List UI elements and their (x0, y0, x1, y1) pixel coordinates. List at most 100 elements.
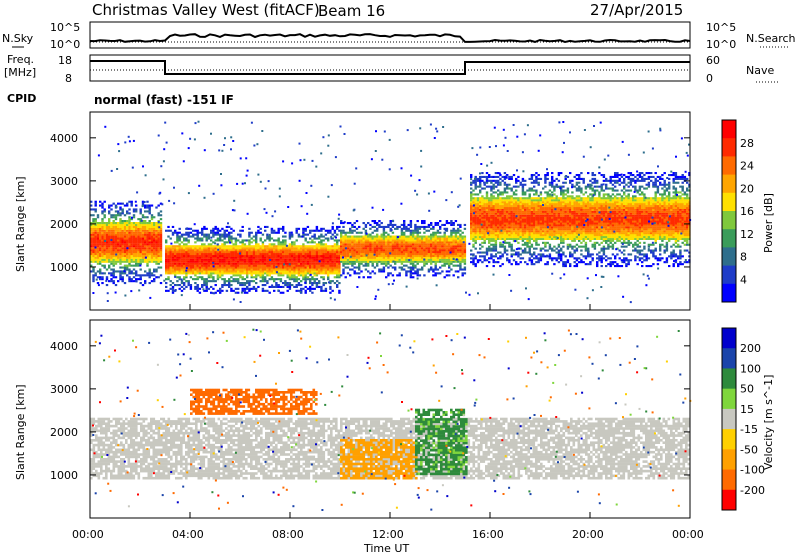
power-cell (380, 241, 383, 244)
power-cell (167, 247, 170, 250)
power-cell (528, 210, 531, 213)
power-cell (180, 280, 184, 283)
power-cell (126, 204, 129, 207)
power-cell (130, 229, 133, 232)
power-cell (521, 228, 525, 231)
power-cell (108, 227, 111, 230)
power-cell (327, 253, 330, 256)
power-cell (519, 222, 522, 225)
power-cell (212, 253, 215, 256)
power-cell (403, 220, 406, 223)
power-cell (141, 274, 145, 277)
power-cell (117, 254, 120, 257)
power-cell (324, 237, 328, 240)
power-cell (364, 245, 368, 248)
power-cell (257, 262, 260, 265)
power-cell (139, 253, 142, 256)
power-cell (205, 264, 208, 267)
power-cell (187, 270, 190, 273)
power-cell (389, 223, 392, 226)
power-cell (90, 233, 93, 236)
power-cell (132, 225, 136, 228)
power-cell (485, 172, 489, 175)
power-cell (421, 220, 424, 223)
power-cell (103, 214, 106, 217)
power-cell (119, 251, 122, 254)
power-cell (407, 237, 410, 240)
power-cell (216, 237, 220, 240)
power-cell (427, 229, 431, 232)
power-cell (351, 264, 354, 267)
power-cell (248, 241, 251, 244)
power-cell (385, 264, 388, 267)
power-cell (268, 268, 271, 271)
power-cell (313, 251, 316, 254)
power-cell (221, 274, 224, 277)
power-cell (530, 177, 534, 180)
power-cell (169, 264, 172, 267)
power-cell (279, 247, 283, 250)
power-cell (234, 247, 238, 250)
power-cell (185, 258, 188, 261)
power-cell (135, 264, 138, 267)
power-cell (210, 280, 213, 283)
power-cell (425, 253, 428, 256)
power-cell (485, 199, 489, 202)
power-cell (452, 237, 455, 240)
power-cell (201, 227, 204, 230)
power-cell (369, 258, 372, 261)
power-cell (485, 195, 489, 198)
power-cell (295, 262, 298, 265)
power-cell (216, 266, 220, 269)
power-cell (148, 251, 151, 254)
power-cell (450, 256, 453, 259)
power-cell (185, 251, 188, 254)
power-cell (105, 276, 109, 279)
power-cell (150, 204, 154, 207)
power-cell (291, 272, 294, 275)
power-cell (318, 264, 321, 267)
power-cell (474, 226, 477, 229)
power-cell (530, 208, 534, 211)
power-cell (430, 235, 433, 238)
power-cell (358, 247, 361, 250)
power-cell (176, 241, 179, 244)
power-cell (183, 287, 186, 290)
power-cell (492, 236, 495, 239)
power-cell (110, 251, 113, 254)
power-cell (528, 224, 531, 227)
power-cell (225, 225, 229, 228)
power-cell (174, 229, 177, 232)
power-cell (192, 229, 195, 232)
power-cell (277, 262, 280, 265)
power-cell (499, 205, 502, 208)
power-cell (503, 218, 507, 221)
power-cell (216, 233, 220, 236)
nsearch-label: N.Search (746, 32, 796, 45)
power-cell (499, 174, 502, 177)
power-cell (261, 253, 265, 256)
power-cell (121, 278, 124, 281)
power-cell (234, 264, 238, 267)
power-cell (378, 247, 381, 250)
power-cell (371, 241, 374, 244)
power-cell (275, 285, 278, 288)
power-cell (425, 241, 428, 244)
power-cell (230, 249, 233, 252)
power-cell (174, 262, 177, 265)
power-cell (268, 264, 271, 267)
power-cell (432, 237, 435, 240)
power-cell (241, 260, 244, 263)
power-cell (221, 235, 224, 238)
power-cell (434, 235, 437, 238)
power-cell (521, 210, 525, 213)
power-cell (535, 175, 538, 178)
power-cell (130, 247, 133, 250)
power-cell (201, 251, 204, 254)
power-cell (432, 249, 435, 252)
power-cell (266, 233, 269, 236)
power-cell (508, 208, 511, 211)
power-cell (297, 266, 301, 269)
power-cell (141, 258, 145, 261)
power-cell (234, 258, 238, 261)
